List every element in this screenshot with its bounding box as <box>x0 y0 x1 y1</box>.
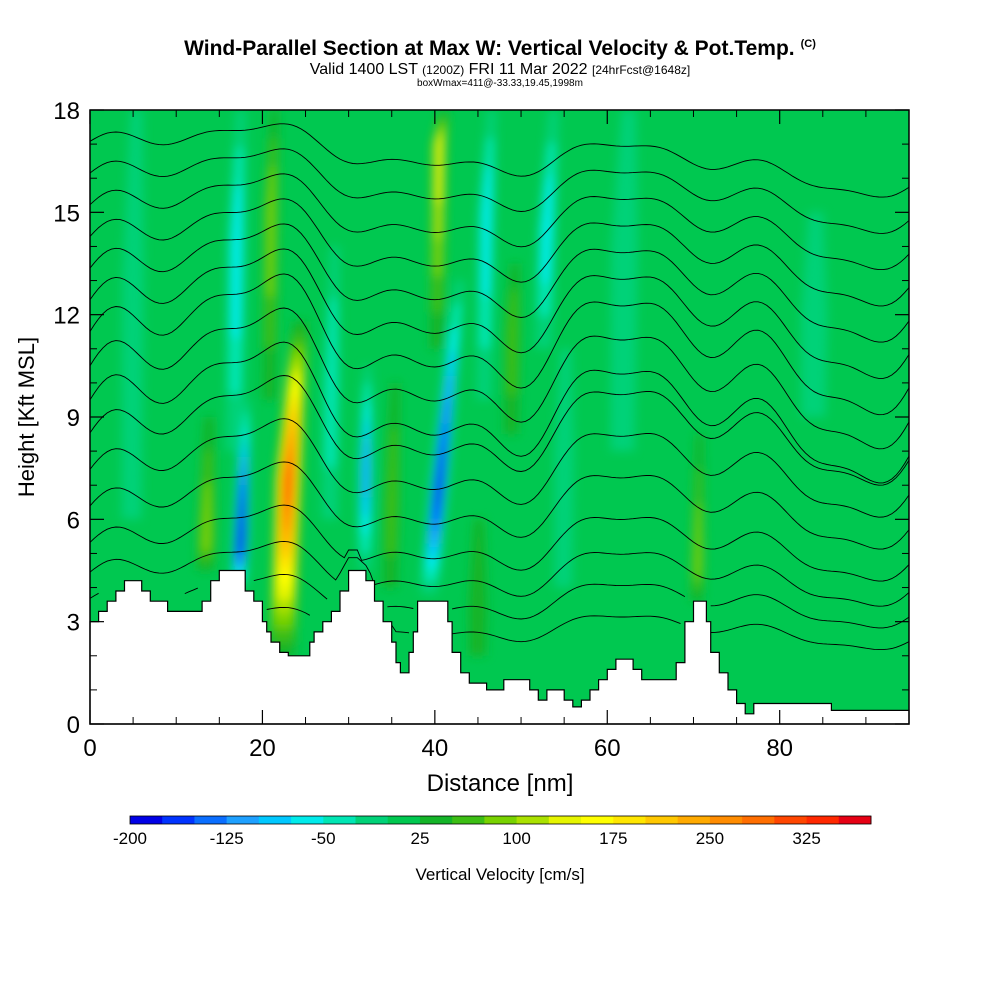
theta-contour-1 <box>90 573 909 629</box>
valid-zulu: (1200Z) <box>422 63 465 77</box>
velocity-cell-4-3 <box>231 185 242 338</box>
colorbar-swatch <box>130 816 163 824</box>
x-tick-label: 0 <box>83 735 96 762</box>
x-tick-label: 40 <box>421 735 448 762</box>
theta-contour-10 <box>90 248 909 379</box>
velocity-cell-10-3 <box>481 166 492 296</box>
colorbar-swatch <box>613 816 646 824</box>
velocity-cell-17-1 <box>610 110 638 452</box>
colorbar-swatch <box>516 816 550 824</box>
velocity-cell-12-3 <box>541 176 553 283</box>
colorbar-swatch <box>838 816 872 824</box>
colorbar-swatch <box>226 816 260 824</box>
y-tick-label: 0 <box>67 712 80 739</box>
velocity-cell-0-12 <box>284 458 292 501</box>
x-axis-label: Distance [nm] <box>427 770 574 797</box>
velocity-cell-14-3 <box>694 504 702 579</box>
velocity-cell-8-8 <box>434 447 445 506</box>
theta-contour-3 <box>90 504 909 582</box>
colorbar-swatch <box>709 816 743 824</box>
y-tick-label: 3 <box>67 610 80 637</box>
theta-contour-5 <box>90 418 909 518</box>
forecast-info: [24hrFcst@1648z] <box>591 63 691 77</box>
velocity-cell-9-5 <box>435 134 443 203</box>
colorbar-swatch <box>194 816 228 824</box>
colorbar-swatch <box>452 816 485 824</box>
colorbar-swatch <box>645 816 679 824</box>
axes: 0 20 40 60 80 0 3 6 9 12 15 18 <box>53 98 909 762</box>
velocity-cell-18-1 <box>800 212 828 417</box>
theta-contour-6 <box>90 375 909 486</box>
velocity-cell-3-3 <box>266 166 275 296</box>
potential-temperature-contours <box>90 123 909 651</box>
copyright-mark: (C) <box>800 38 816 50</box>
theta-contour-14 <box>90 148 909 234</box>
x-tick-label: 60 <box>594 735 621 762</box>
y-tick-label: 9 <box>67 405 80 432</box>
terrain-profile <box>89 569 910 725</box>
colorbar-swatch <box>484 816 518 824</box>
colorbar-swatch <box>774 816 807 824</box>
colorbar-swatch <box>291 816 324 824</box>
colorbar: -200 -125 -50 25 100 175 250 325 <box>113 815 872 848</box>
chart-title-text: Wind-Parallel Section at Max W: Vertical… <box>184 37 795 60</box>
y-tick-label: 15 <box>53 200 80 227</box>
colorbar-swatch <box>355 816 389 824</box>
valid-date: FRI 11 Mar 2022 <box>468 61 588 78</box>
colorbar-tick-label: 100 <box>502 829 530 848</box>
colorbar-label: Vertical Velocity [cm/s] <box>415 865 584 884</box>
colorbar-tick-label: -200 <box>113 829 147 848</box>
y-tick-label: 12 <box>53 303 80 330</box>
colorbar-swatch <box>419 816 453 824</box>
velocity-cell-6-5 <box>362 438 370 498</box>
theta-contour-11 <box>90 223 909 343</box>
terrain-mask <box>89 569 910 725</box>
colorbar-swatch <box>387 816 421 824</box>
y-axis-label: Height [Kft MSL] <box>14 337 39 497</box>
x-tick-label: 20 <box>249 735 276 762</box>
theta-contour-8 <box>90 307 909 450</box>
valid-time-line: Valid 1400 LST (1200Z) FRI 11 Mar 2022 [… <box>0 61 1000 79</box>
colorbar-swatch <box>548 816 582 824</box>
colorbar-swatch <box>581 816 614 824</box>
velocity-cell-7-2 <box>385 428 397 555</box>
field-features <box>121 110 828 656</box>
colorbar-tick-label: -50 <box>311 829 336 848</box>
colorbar-swatch <box>323 816 356 824</box>
chart-title: Wind-Parallel Section at Max W: Vertical… <box>0 37 1000 61</box>
theta-contour-12 <box>90 198 909 307</box>
colorbar-frame <box>129 815 872 825</box>
colorbar-tick-label: -125 <box>210 829 244 848</box>
theta-contour-0 <box>266 606 909 651</box>
theta-contour-13 <box>90 173 909 271</box>
valid-prefix: Valid 1400 LST <box>309 61 418 78</box>
theta-contour-4 <box>90 461 909 550</box>
box-info-line: boxWmax=411@-33.33,19.45,1998m <box>417 78 583 89</box>
velocity-cell-1-9 <box>237 513 245 545</box>
colorbar-tick-label: 175 <box>599 829 627 848</box>
colorbar-tick-label: 250 <box>696 829 724 848</box>
y-tick-label: 18 <box>53 98 80 125</box>
theta-contour-15 <box>90 123 909 198</box>
y-tick-label: 6 <box>67 507 80 534</box>
theta-contour-9 <box>90 273 909 416</box>
colorbar-swatch <box>677 816 711 824</box>
colorbar-tick-label: 25 <box>411 829 430 848</box>
velocity-cell-2-3 <box>201 483 212 552</box>
theta-contour-7 <box>90 341 909 484</box>
x-tick-label: 80 <box>766 735 793 762</box>
colorbar-swatch <box>162 816 195 824</box>
colorbar-swatch <box>258 816 292 824</box>
colorbar-tick-label: 325 <box>792 829 820 848</box>
colorbar-swatch <box>806 816 840 824</box>
velocity-cell-5-2 <box>325 298 338 467</box>
theta-contour-2 <box>90 540 909 607</box>
colorbar-swatch <box>742 816 775 824</box>
